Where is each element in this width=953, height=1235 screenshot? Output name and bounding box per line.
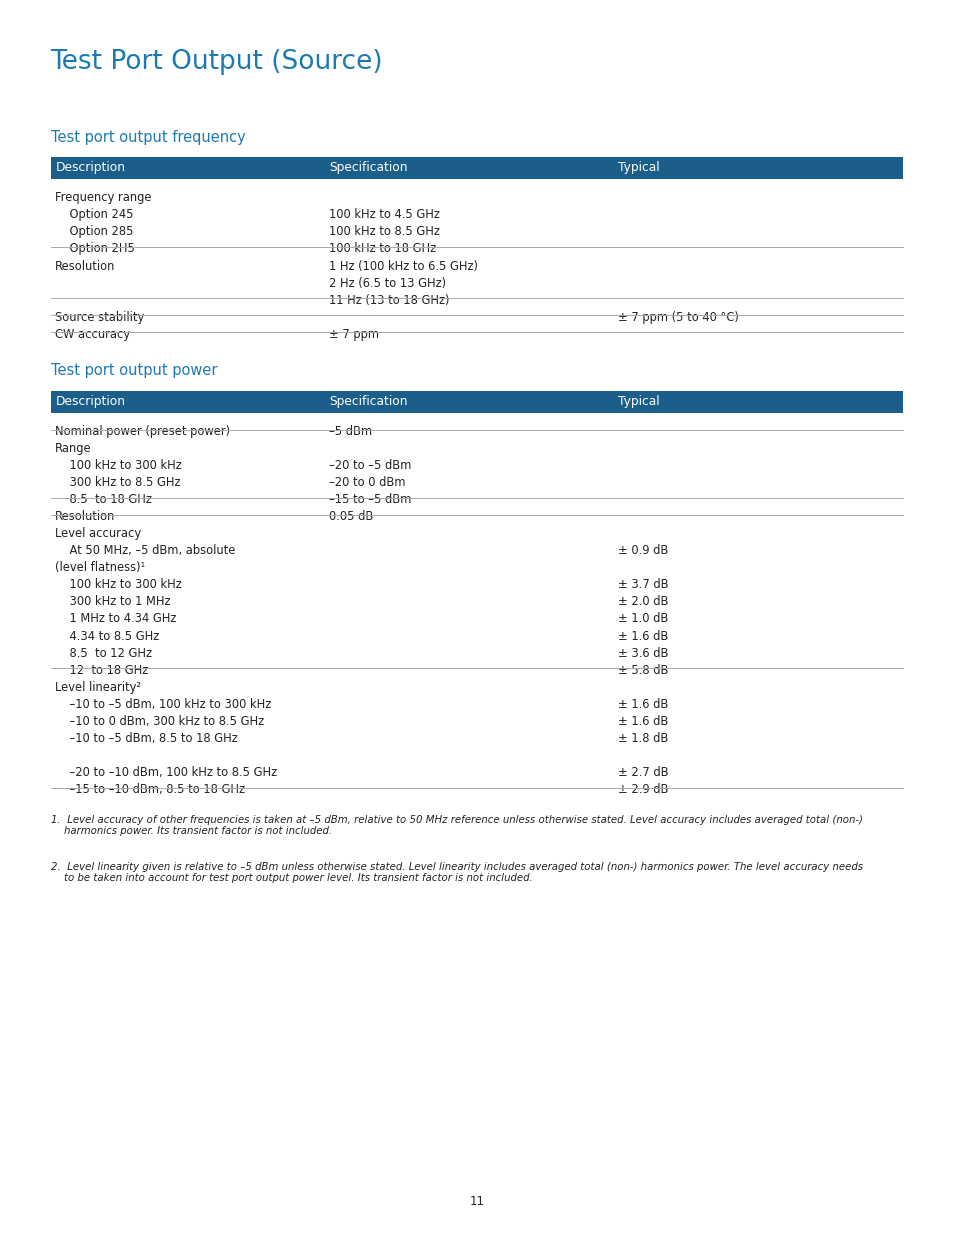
Text: ± 3.7 dB: ± 3.7 dB [618, 578, 668, 592]
Text: Level linearity²: Level linearity² [55, 680, 141, 694]
Text: Frequency range: Frequency range [55, 191, 152, 204]
Text: 100 kHz to 18 GHz: 100 kHz to 18 GHz [329, 242, 436, 256]
Text: ± 1.6 dB: ± 1.6 dB [618, 630, 668, 642]
Text: –10 to –5 dBm, 8.5 to 18 GHz: –10 to –5 dBm, 8.5 to 18 GHz [55, 732, 238, 745]
Text: Option 285: Option 285 [55, 226, 133, 238]
Text: 2.  Level linearity given is relative to –5 dBm unless otherwise stated. Level l: 2. Level linearity given is relative to … [51, 862, 862, 883]
Text: –10 to 0 dBm, 300 kHz to 8.5 GHz: –10 to 0 dBm, 300 kHz to 8.5 GHz [55, 715, 264, 727]
Text: Specification: Specification [329, 162, 407, 174]
Text: 8.5  to 12 GHz: 8.5 to 12 GHz [55, 647, 152, 659]
Text: ± 1.0 dB: ± 1.0 dB [618, 613, 668, 625]
Text: 11: 11 [469, 1194, 484, 1208]
Text: 100 kHz to 300 kHz: 100 kHz to 300 kHz [55, 578, 182, 592]
Text: Specification: Specification [329, 395, 407, 408]
Text: Option 2H5: Option 2H5 [55, 242, 135, 256]
Text: ± 7 ppm (5 to 40 °C): ± 7 ppm (5 to 40 °C) [618, 311, 739, 324]
Text: Resolution: Resolution [55, 510, 115, 524]
Text: 1.  Level accuracy of other frequencies is taken at –5 dBm, relative to 50 MHz r: 1. Level accuracy of other frequencies i… [51, 815, 862, 836]
Text: Typical: Typical [618, 395, 659, 408]
Text: At 50 MHz, –5 dBm, absolute: At 50 MHz, –5 dBm, absolute [55, 545, 235, 557]
Text: 0.05 dB: 0.05 dB [329, 510, 374, 524]
Text: ± 2.0 dB: ± 2.0 dB [618, 595, 668, 609]
Text: Source stability: Source stability [55, 311, 145, 324]
Text: Resolution: Resolution [55, 259, 115, 273]
Text: Typical: Typical [618, 162, 659, 174]
Text: –20 to –10 dBm, 100 kHz to 8.5 GHz: –20 to –10 dBm, 100 kHz to 8.5 GHz [55, 766, 277, 779]
Text: ± 2.7 dB: ± 2.7 dB [618, 766, 668, 779]
Text: Description: Description [55, 162, 125, 174]
Text: Test port output power: Test port output power [51, 363, 217, 378]
Text: 2 Hz (6.5 to 13 GHz): 2 Hz (6.5 to 13 GHz) [329, 277, 446, 289]
Text: (level flatness)¹: (level flatness)¹ [55, 562, 145, 574]
Text: Test port output frequency: Test port output frequency [51, 130, 245, 144]
Text: –20 to 0 dBm: –20 to 0 dBm [329, 477, 405, 489]
Text: –20 to –5 dBm: –20 to –5 dBm [329, 459, 411, 472]
Text: Test Port Output (Source): Test Port Output (Source) [51, 49, 383, 75]
Text: 300 kHz to 1 MHz: 300 kHz to 1 MHz [55, 595, 171, 609]
Text: 1 Hz (100 kHz to 6.5 GHz): 1 Hz (100 kHz to 6.5 GHz) [329, 259, 477, 273]
Text: Level accuracy: Level accuracy [55, 527, 141, 540]
Text: ± 7 ppm: ± 7 ppm [329, 327, 378, 341]
Text: ± 5.8 dB: ± 5.8 dB [618, 663, 668, 677]
Text: Range: Range [55, 442, 91, 454]
Text: Nominal power (preset power): Nominal power (preset power) [55, 425, 231, 438]
Text: 11 Hz (13 to 18 GHz): 11 Hz (13 to 18 GHz) [329, 294, 449, 306]
Text: ± 1.8 dB: ± 1.8 dB [618, 732, 668, 745]
Text: CW accuracy: CW accuracy [55, 327, 131, 341]
Text: 12  to 18 GHz: 12 to 18 GHz [55, 663, 149, 677]
Text: –15 to –10 dBm, 8.5 to 18 GHz: –15 to –10 dBm, 8.5 to 18 GHz [55, 783, 245, 795]
Text: ± 2.9 dB: ± 2.9 dB [618, 783, 668, 795]
Text: 100 kHz to 4.5 GHz: 100 kHz to 4.5 GHz [329, 209, 439, 221]
Text: ± 1.6 dB: ± 1.6 dB [618, 698, 668, 710]
Text: Description: Description [55, 395, 125, 408]
Text: 1 MHz to 4.34 GHz: 1 MHz to 4.34 GHz [55, 613, 176, 625]
Text: Option 245: Option 245 [55, 209, 133, 221]
Text: 100 kHz to 8.5 GHz: 100 kHz to 8.5 GHz [329, 226, 439, 238]
Text: 8.5  to 18 GHz: 8.5 to 18 GHz [55, 493, 152, 506]
Text: 100 kHz to 300 kHz: 100 kHz to 300 kHz [55, 459, 182, 472]
Text: ± 3.6 dB: ± 3.6 dB [618, 647, 668, 659]
Text: 300 kHz to 8.5 GHz: 300 kHz to 8.5 GHz [55, 477, 181, 489]
Text: –10 to –5 dBm, 100 kHz to 300 kHz: –10 to –5 dBm, 100 kHz to 300 kHz [55, 698, 272, 710]
Text: ± 0.9 dB: ± 0.9 dB [618, 545, 668, 557]
Text: –5 dBm: –5 dBm [329, 425, 372, 438]
Text: 4.34 to 8.5 GHz: 4.34 to 8.5 GHz [55, 630, 159, 642]
Text: ± 1.6 dB: ± 1.6 dB [618, 715, 668, 727]
Text: –15 to –5 dBm: –15 to –5 dBm [329, 493, 411, 506]
